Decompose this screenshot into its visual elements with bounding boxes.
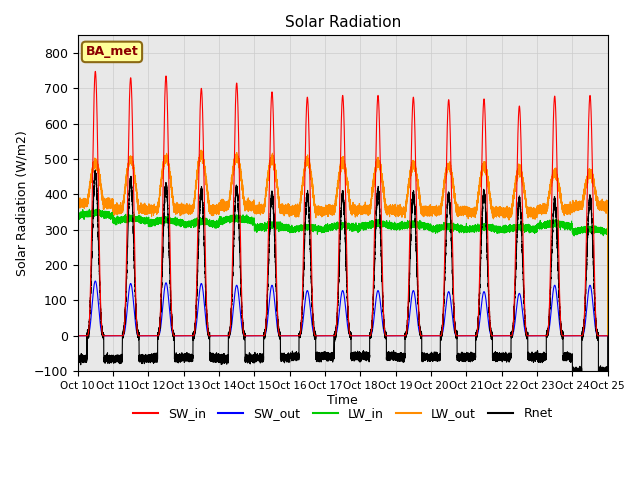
SW_out	[507, 333, 515, 339]
X-axis label: Time: Time	[327, 394, 358, 407]
Rnet	[604, 333, 612, 339]
LW_out	[500, 212, 508, 217]
SW_in	[507, 333, 515, 339]
SW_in	[92, 69, 99, 74]
Title: Solar Radiation: Solar Radiation	[285, 15, 401, 30]
LW_in	[507, 225, 515, 231]
Line: LW_out: LW_out	[77, 150, 608, 336]
LW_in	[472, 227, 480, 233]
Line: LW_in: LW_in	[77, 209, 608, 336]
Line: Rnet: Rnet	[77, 170, 608, 376]
SW_in	[412, 183, 420, 189]
Rnet	[412, 237, 420, 243]
SW_in	[74, 333, 81, 339]
LW_out	[507, 212, 515, 217]
LW_out	[604, 333, 612, 339]
Rnet	[500, 354, 508, 360]
SW_out	[500, 333, 508, 339]
Rnet	[486, 329, 494, 335]
LW_in	[604, 333, 612, 339]
LW_out	[74, 203, 81, 209]
LW_out	[472, 207, 480, 213]
SW_in	[500, 333, 508, 339]
LW_out	[102, 199, 109, 205]
LW_out	[412, 169, 420, 175]
Line: SW_out: SW_out	[77, 281, 608, 336]
SW_out	[472, 333, 480, 339]
LW_in	[412, 222, 420, 228]
SW_out	[604, 333, 612, 339]
SW_in	[604, 333, 612, 339]
SW_out	[92, 278, 99, 284]
LW_out	[197, 147, 205, 153]
Rnet	[92, 167, 99, 173]
SW_out	[74, 333, 81, 339]
LW_out	[486, 197, 494, 203]
SW_out	[412, 302, 420, 308]
SW_out	[486, 331, 494, 337]
Line: SW_in: SW_in	[77, 72, 608, 336]
LW_in	[92, 206, 100, 212]
Y-axis label: Solar Radiation (W/m2): Solar Radiation (W/m2)	[15, 131, 28, 276]
LW_in	[486, 227, 494, 233]
Rnet	[575, 373, 582, 379]
Rnet	[74, 358, 81, 363]
Rnet	[102, 355, 109, 361]
LW_in	[500, 230, 508, 236]
Legend: SW_in, SW_out, LW_in, LW_out, Rnet: SW_in, SW_out, LW_in, LW_out, Rnet	[127, 402, 557, 425]
Rnet	[472, 330, 480, 336]
SW_in	[102, 333, 109, 339]
LW_in	[102, 211, 109, 217]
Text: BA_met: BA_met	[86, 46, 138, 59]
SW_in	[486, 326, 494, 332]
SW_in	[472, 333, 480, 338]
LW_in	[74, 212, 81, 218]
Rnet	[507, 355, 515, 360]
SW_out	[102, 333, 109, 339]
